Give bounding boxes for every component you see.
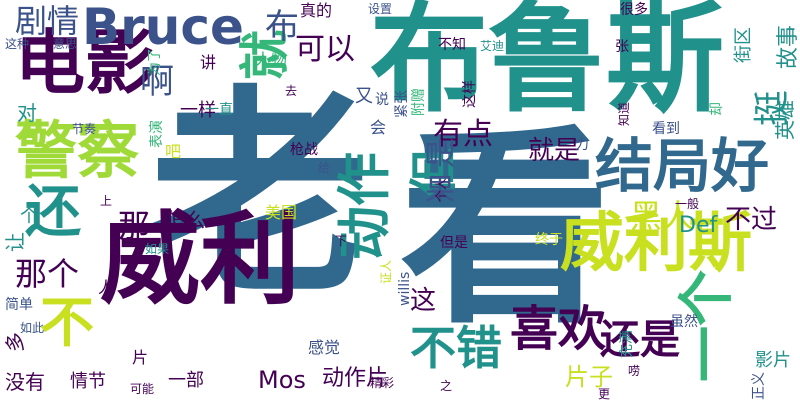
word: 英雄 [773, 100, 797, 140]
word: 那个 [15, 255, 80, 293]
word: 一样 [180, 100, 216, 121]
word: 但是 [440, 235, 468, 251]
word: willis [397, 271, 413, 306]
word: 布鲁斯 [370, 0, 725, 128]
word: 终于 [535, 232, 563, 248]
word: 故事 [776, 24, 800, 69]
word: 一部 [168, 370, 204, 391]
word: 一般 [675, 197, 700, 211]
word: 说 [375, 92, 389, 108]
word: 那 [118, 207, 151, 245]
word: 看 [400, 107, 611, 352]
word: 结局好 [595, 132, 770, 200]
word: 一直 [205, 102, 233, 118]
word: 个 [20, 206, 38, 227]
word: 片 [132, 348, 149, 367]
word: 简单 [5, 297, 33, 313]
word: 吧 [165, 142, 182, 161]
word: 唠 [628, 364, 641, 378]
word: 让 [3, 232, 27, 252]
word: 精彩 [370, 376, 395, 390]
word: 不知 [438, 37, 466, 53]
word: 讲 [200, 53, 217, 72]
word: 动作片 [322, 366, 389, 391]
word: 表演 [149, 120, 165, 148]
word: 喜欢 [510, 301, 607, 357]
word: 多 [3, 332, 27, 352]
word: 剧情 [15, 2, 80, 40]
word: 真的 [300, 1, 333, 20]
word: 有点 [433, 117, 493, 152]
word: 感觉 [308, 338, 341, 357]
word: 片子 [565, 363, 613, 391]
word: 人 [98, 278, 115, 297]
word: 却 [709, 102, 725, 116]
word: 可以 [295, 32, 355, 67]
word: 就是 [528, 136, 581, 166]
word: 如果 [145, 242, 170, 256]
word: 附赠 [411, 88, 427, 116]
word: 不 [40, 291, 94, 354]
word: 给 [318, 161, 331, 175]
word: 啊 [140, 62, 174, 102]
word: 下 [335, 234, 348, 248]
word: 不过 [725, 205, 778, 235]
word: 警察 [15, 114, 140, 187]
word: 很多 [620, 2, 648, 18]
word: 如此 [20, 321, 45, 335]
word: 不错 [410, 321, 502, 375]
word: 影片 [755, 350, 791, 371]
word: 可能 [130, 382, 155, 396]
word: 又 [355, 86, 373, 107]
word: 正义 [751, 372, 767, 400]
word: 证人 [379, 259, 393, 284]
word: 这样 [462, 80, 478, 108]
word: 电影 [15, 22, 155, 104]
word: 美国 [265, 203, 298, 222]
word: 设置 [368, 2, 393, 16]
word: 去 [285, 84, 298, 98]
word: 果 [425, 173, 455, 208]
word: 怎么 [165, 208, 205, 232]
word: 老 [150, 67, 371, 323]
word: 上 [100, 194, 113, 208]
word: 司 [425, 152, 438, 166]
word: 黑人 [630, 197, 695, 235]
word: 张 [615, 39, 629, 55]
word: Def [679, 213, 718, 238]
word: 力 [575, 137, 589, 153]
word: 节奏 [72, 122, 97, 136]
word: 还是 [600, 317, 680, 363]
word: 情节 [70, 371, 106, 392]
word: 充满 [619, 330, 635, 358]
word: 意思 [53, 37, 78, 51]
word: 威利 [100, 201, 300, 318]
word: 之 [440, 379, 453, 393]
word: 没有 [5, 370, 45, 394]
word: 威利斯 [560, 207, 752, 281]
word: 虽然 [670, 314, 698, 330]
word: 知道 [617, 101, 631, 126]
word: 枪战 [290, 142, 318, 158]
word: 街区 [733, 27, 754, 63]
word: 这 [410, 286, 437, 316]
word: 更 [598, 387, 611, 400]
word: 艾迪 [480, 39, 505, 53]
word: Mos [258, 366, 306, 394]
word: 个人 [434, 177, 448, 202]
word: 会 [370, 118, 387, 137]
word: 人物 [255, 50, 288, 69]
word: 还 [25, 180, 81, 245]
word: 对 [17, 101, 37, 125]
word: 为了 [147, 48, 163, 76]
word: 紧张 [394, 90, 410, 118]
word: 看到 [652, 121, 680, 137]
word: 这种 [5, 37, 30, 51]
word: Bruce [82, 0, 244, 56]
word: 布 [265, 7, 299, 47]
